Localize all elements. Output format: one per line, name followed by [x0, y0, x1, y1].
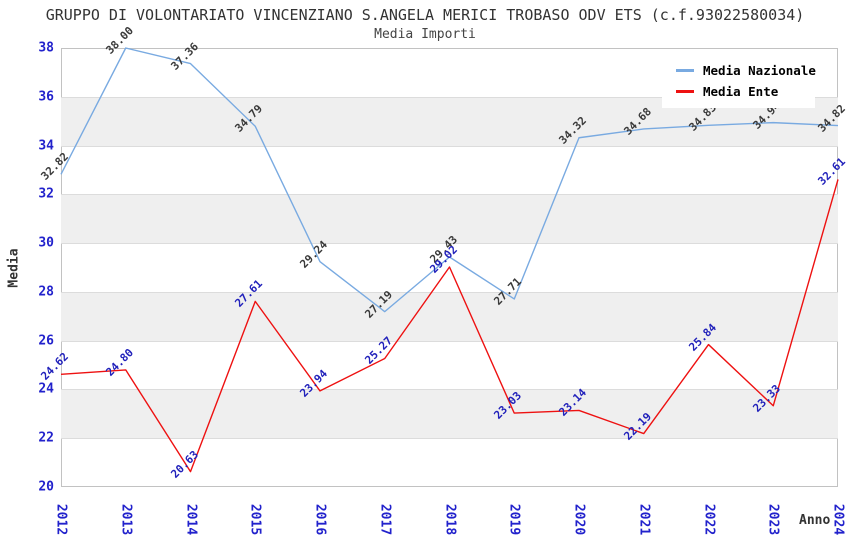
x-tick-label: 2021	[636, 503, 652, 536]
x-axis-title: Anno	[799, 513, 831, 528]
x-tick-label: 2015	[247, 503, 263, 536]
legend-line-swatch-red	[676, 90, 694, 93]
legend-label: Media Nazionale	[703, 63, 816, 78]
y-tick-label: 24	[38, 381, 54, 397]
y-tick-label: 26	[38, 333, 54, 349]
x-tick-label: 2020	[571, 503, 587, 536]
chart-subtitle: Media Importi	[374, 27, 476, 42]
gridline	[61, 389, 838, 391]
x-tick-label: 2012	[53, 503, 69, 536]
y-tick-label: 28	[38, 284, 54, 300]
y-tick-label: 38	[38, 40, 54, 56]
plot-band	[61, 194, 838, 244]
gridline	[61, 194, 838, 196]
y-axis-title: Media	[6, 248, 22, 288]
x-tick-label: 2023	[765, 503, 781, 536]
x-tick-label: 2019	[506, 503, 522, 536]
legend-line-swatch-blue	[676, 69, 694, 72]
x-tick-label: 2022	[701, 503, 716, 536]
gridline	[61, 243, 838, 245]
y-tick-label: 22	[38, 430, 54, 446]
legend-label: Media Ente	[703, 84, 779, 99]
gridline	[61, 438, 838, 440]
gridline	[61, 340, 838, 342]
gridline	[61, 145, 838, 147]
y-tick-label: 34	[38, 138, 54, 154]
plot-band	[61, 291, 838, 341]
plot-band	[61, 389, 838, 439]
gridline	[61, 291, 838, 293]
x-tick-label: 2018	[442, 503, 457, 536]
legend-item-media-nazionale: Media Nazionale	[676, 60, 816, 81]
x-tick-label: 2014	[183, 503, 198, 536]
x-tick-label: 2013	[118, 503, 134, 536]
y-tick-label: 30	[38, 235, 54, 251]
y-tick-label: 20	[38, 479, 54, 495]
x-tick-label: 2016	[312, 503, 328, 536]
legend: Media Nazionale Media Ente	[662, 54, 816, 108]
x-tick-label: 2017	[377, 503, 393, 536]
y-tick-label: 36	[38, 89, 54, 105]
chart-title: GRUPPO DI VOLONTARIATO VINCENZIANO S.ANG…	[45, 6, 805, 24]
y-tick-label: 32	[38, 186, 54, 202]
legend-item-media-ente: Media Ente	[676, 81, 815, 102]
x-tick-label: 2024	[830, 503, 846, 536]
